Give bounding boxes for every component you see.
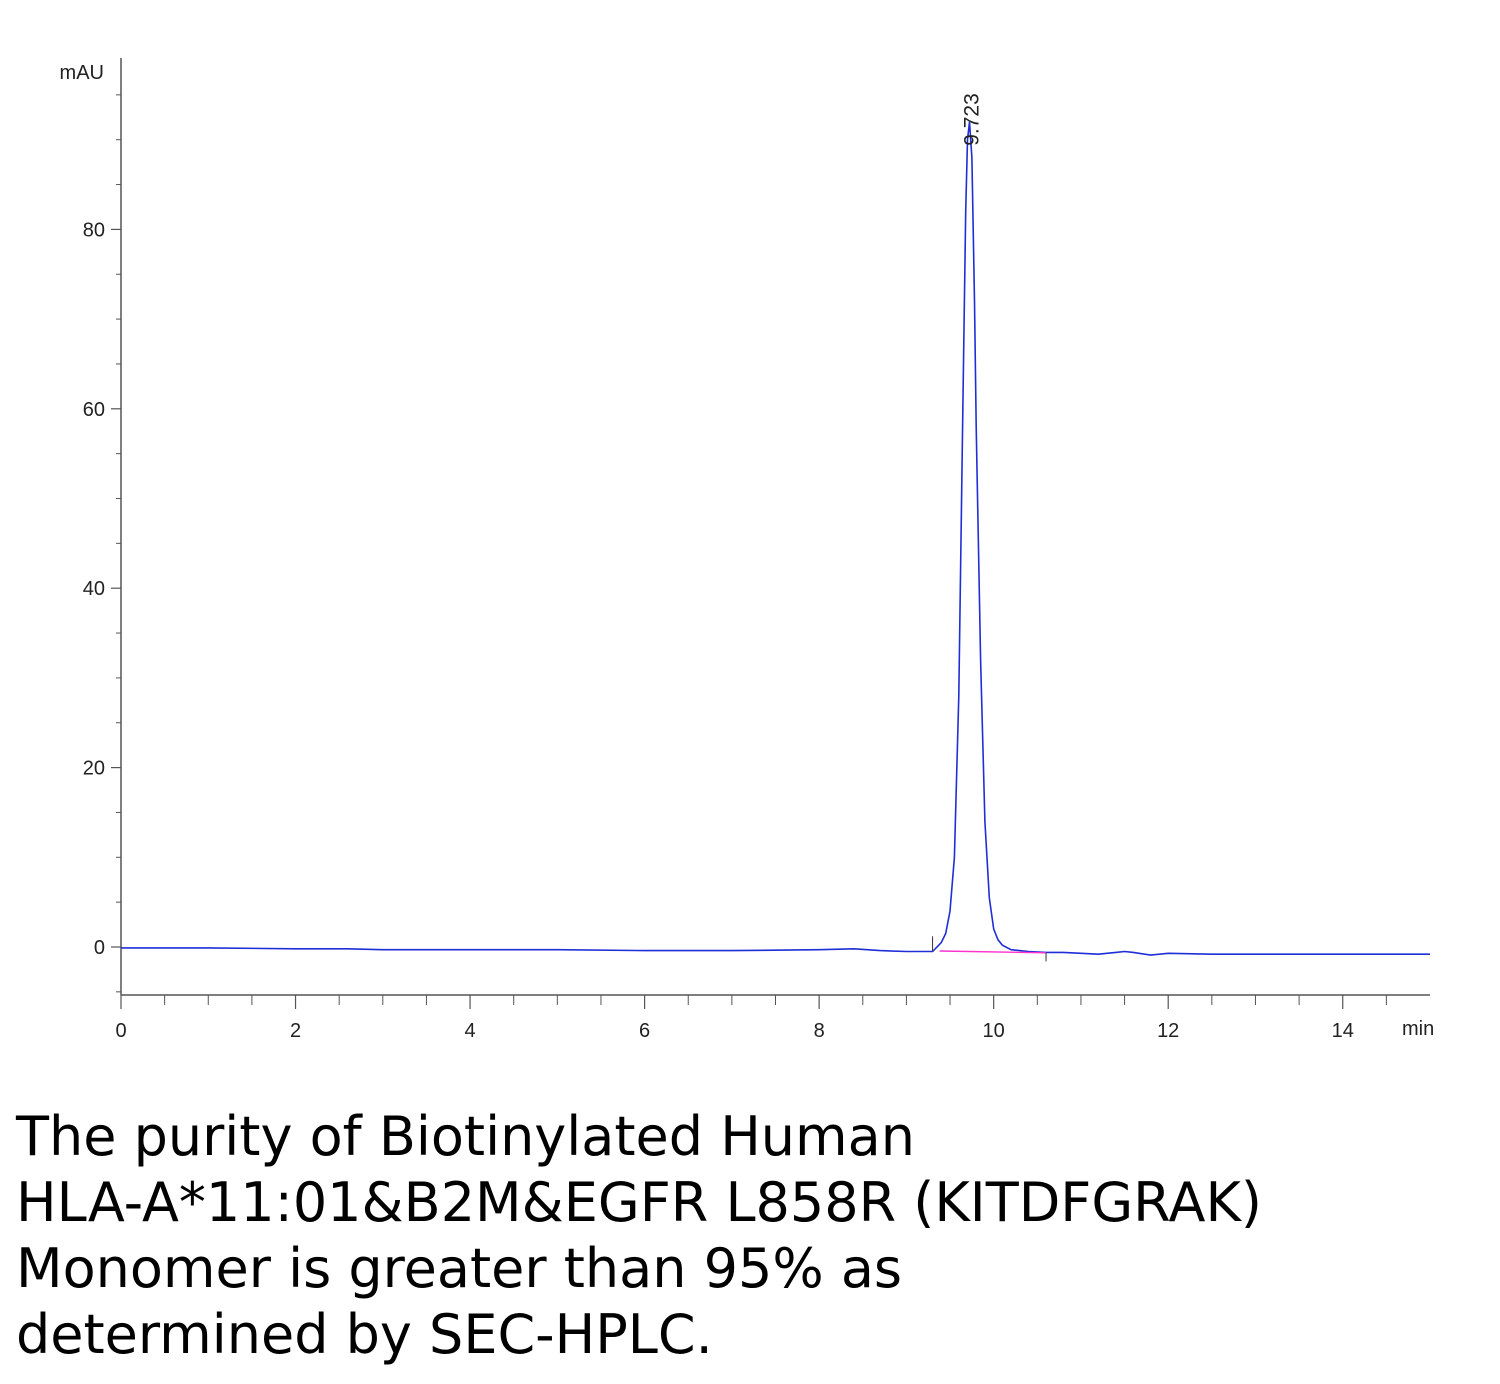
y-axis-label: mAU bbox=[60, 62, 104, 84]
y-tick-label: 80 bbox=[83, 219, 105, 241]
x-tick-label: 10 bbox=[983, 1020, 1005, 1042]
caption: The purity of Biotinylated Human HLA-A*1… bbox=[16, 1104, 1486, 1368]
x-tick-label: 14 bbox=[1332, 1020, 1354, 1042]
x-tick-label: 4 bbox=[465, 1020, 476, 1042]
x-tick-label: 0 bbox=[115, 1020, 126, 1042]
caption-line-3: Monomer is greater than 95% as bbox=[16, 1237, 903, 1300]
chart-ticks bbox=[111, 94, 1387, 1009]
chart-labels: 0 20 40 60 80 0 2 4 6 8 10 12 14 mAU min 9.723 bbox=[60, 62, 1435, 1042]
y-tick-label: 60 bbox=[83, 399, 105, 421]
y-tick-label: 0 bbox=[94, 937, 105, 959]
y-tick-label: 40 bbox=[83, 578, 105, 600]
chart-series bbox=[121, 121, 1430, 962]
x-axis-label: min bbox=[1402, 1018, 1434, 1040]
caption-line-1: The purity of Biotinylated Human bbox=[16, 1105, 915, 1168]
caption-line-2: HLA-A*11:01&B2M&EGFR L858R (KITDFGRAK) bbox=[16, 1171, 1262, 1234]
y-tick-label: 20 bbox=[83, 758, 105, 780]
caption-line-4: determined by SEC-HPLC. bbox=[16, 1303, 713, 1366]
peak-label: 9.723 bbox=[960, 93, 983, 146]
chromatogram-trace bbox=[121, 121, 1430, 956]
x-tick-label: 8 bbox=[814, 1020, 825, 1042]
chart-axes bbox=[120, 58, 1430, 996]
x-tick-label: 12 bbox=[1157, 1020, 1179, 1042]
chromatogram-chart: 0 20 40 60 80 0 2 4 6 8 10 12 14 mAU min 9.723 bbox=[60, 58, 1435, 1042]
x-tick-label: 2 bbox=[290, 1020, 301, 1042]
x-tick-label: 6 bbox=[639, 1020, 650, 1042]
baseline-integration-line bbox=[939, 950, 1047, 954]
